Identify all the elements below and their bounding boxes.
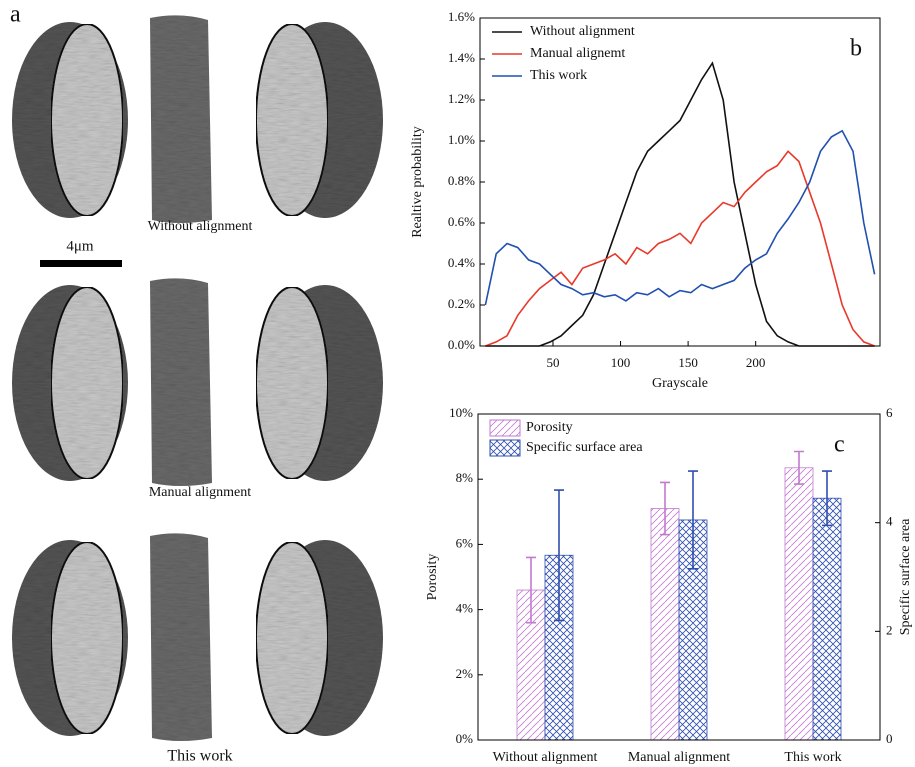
x-tick-label: 50 (546, 355, 559, 370)
caption: Without alignment (148, 219, 253, 234)
y-tick-label: 0.6% (448, 214, 475, 229)
scale-bar (40, 260, 122, 267)
caption: Manual alignment (149, 485, 251, 500)
y2-tick-label: 2 (886, 622, 893, 637)
legend-swatch (489, 439, 521, 457)
y-tick-label: 0.8% (448, 173, 475, 188)
panel-label: a (10, 2, 21, 28)
y-tick-label: 0.0% (448, 337, 475, 352)
plot-frame (477, 413, 881, 741)
x-axis-label: Grayscale (652, 376, 708, 391)
error-bar (660, 481, 670, 536)
y-tick-label: 0.2% (448, 296, 475, 311)
error-bar (526, 556, 536, 624)
y-tick-label: 1.2% (448, 91, 475, 106)
y-tick-label: 0.4% (448, 255, 475, 270)
y-tick-label: 1.6% (448, 9, 475, 24)
y-tick-label: 2% (456, 666, 474, 681)
legend-label: Without alignment (530, 24, 635, 39)
legend-label: Manual alignemt (530, 46, 625, 61)
y-axis-label: Realtive probability (410, 126, 425, 238)
bar (784, 467, 814, 741)
error-bar (554, 489, 564, 622)
x-tick-label: 100 (611, 355, 631, 370)
specimen-render (12, 278, 383, 486)
series-line (484, 129, 876, 306)
series-line (485, 61, 875, 347)
x-tick-label: Without alignment (493, 750, 598, 765)
y-tick-label: 4% (456, 601, 474, 616)
specimen-render (12, 533, 383, 741)
error-bar (688, 470, 698, 570)
x-tick-label: 150 (678, 355, 698, 370)
bar (812, 497, 842, 741)
y-tick-label: 6% (456, 535, 474, 550)
y2-tick-label: 6 (886, 405, 893, 420)
caption: This work (167, 748, 232, 765)
legend-label: This work (530, 68, 587, 83)
y2-axis-label: Specific surface area (898, 518, 913, 635)
error-bar (822, 470, 832, 527)
x-tick-label: This work (784, 750, 841, 765)
y2-tick-label: 4 (886, 514, 893, 529)
y-tick-label: 1.4% (448, 50, 475, 65)
panel-label: b (850, 36, 862, 62)
plot-frame (479, 17, 881, 347)
y-tick-label: 0% (456, 731, 474, 746)
y-tick-label: 1.0% (448, 132, 475, 147)
x-tick-label: Manual alignment (628, 750, 730, 765)
y-tick-label: 10% (449, 405, 473, 420)
legend-label: Porosity (526, 420, 573, 435)
y-tick-label: 8% (456, 470, 474, 485)
scale-bar-label: 4μm (66, 238, 94, 254)
legend-label: Specific surface area (526, 440, 643, 455)
bar (650, 508, 680, 741)
y2-tick-label: 0 (886, 731, 893, 746)
series-line (485, 150, 875, 347)
panel-label: c (834, 432, 845, 458)
x-tick-label: 200 (746, 355, 766, 370)
error-bar (794, 450, 804, 485)
y-axis-label: Porosity (425, 554, 440, 601)
legend-swatch (489, 419, 521, 437)
specimen-render (12, 15, 383, 223)
